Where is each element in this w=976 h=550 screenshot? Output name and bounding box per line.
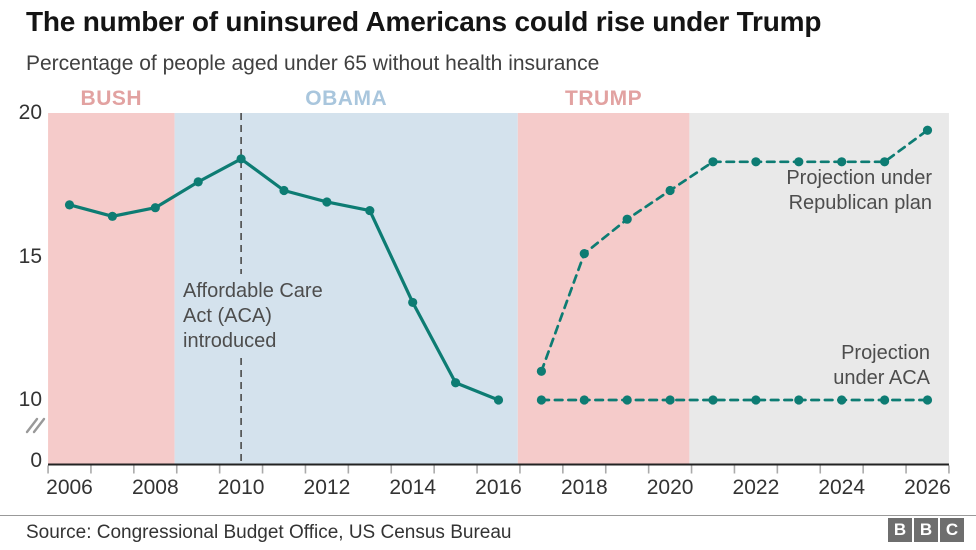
- data-point: [322, 197, 332, 207]
- data-point: [279, 185, 289, 196]
- data-point: [837, 395, 847, 405]
- annotation-projection-aca: Projection under ACA: [833, 341, 930, 391]
- band-bush: [48, 113, 175, 465]
- series-dashed: [536, 395, 933, 405]
- data-point: [794, 157, 804, 167]
- annotation-line: introduced: [183, 330, 277, 352]
- annotation-line: Projection: [841, 342, 930, 364]
- annotation-line: Affordable Care: [183, 280, 323, 302]
- data-point: [579, 249, 589, 259]
- annotation-line: Republican plan: [788, 192, 932, 214]
- source-attribution: Source: Congressional Budget Office, US …: [26, 522, 512, 543]
- data-point: [751, 395, 761, 405]
- footer-divider: [0, 515, 976, 516]
- annotation-line: Act (ACA): [183, 305, 272, 327]
- data-point: [107, 211, 117, 221]
- data-point: [922, 395, 933, 405]
- data-point: [64, 200, 75, 210]
- series-dashed: [536, 125, 933, 376]
- data-point: [622, 395, 632, 405]
- data-point: [536, 395, 547, 405]
- chart-subtitle: Percentage of people aged under 65 witho…: [26, 52, 600, 75]
- data-point: [536, 366, 547, 376]
- data-point: [708, 157, 718, 167]
- data-point: [922, 125, 933, 135]
- annotation-line: Projection under: [786, 167, 932, 189]
- data-point: [622, 214, 632, 224]
- data-point: [193, 177, 203, 187]
- data-point: [665, 395, 675, 405]
- annotation-projection-republican: Projection under Republican plan: [786, 166, 932, 216]
- data-point: [365, 205, 375, 216]
- data-point: [880, 157, 890, 167]
- data-point: [451, 378, 461, 388]
- x-axis-ticks: [47, 465, 950, 474]
- bbc-logo-block: B: [888, 518, 912, 542]
- band-obama: [174, 113, 518, 465]
- bbc-logo-block: C: [940, 518, 964, 542]
- data-point: [493, 395, 504, 405]
- bbc-logo-block: B: [914, 518, 938, 542]
- data-point: [579, 395, 589, 405]
- band-trump: [517, 113, 690, 465]
- data-point: [665, 185, 675, 196]
- annotation-aca-introduced: Affordable Care Act (ACA) introduced: [183, 279, 323, 354]
- bbc-logo: B B C: [888, 518, 964, 542]
- series-line: [540, 128, 929, 373]
- page-title: The number of uninsured Americans could …: [26, 6, 822, 37]
- data-point: [708, 395, 718, 405]
- axis-break-icon: [25, 417, 46, 434]
- band-future: [689, 113, 949, 465]
- data-point: [751, 157, 761, 167]
- presidency-bands: [48, 113, 949, 465]
- data-point: [236, 154, 246, 164]
- annotation-line: under ACA: [833, 367, 930, 389]
- data-point: [794, 395, 804, 405]
- data-point: [837, 157, 847, 167]
- data-point: [150, 203, 160, 213]
- series-solid: [64, 154, 504, 405]
- data-point: [880, 395, 890, 405]
- data-point: [408, 297, 418, 308]
